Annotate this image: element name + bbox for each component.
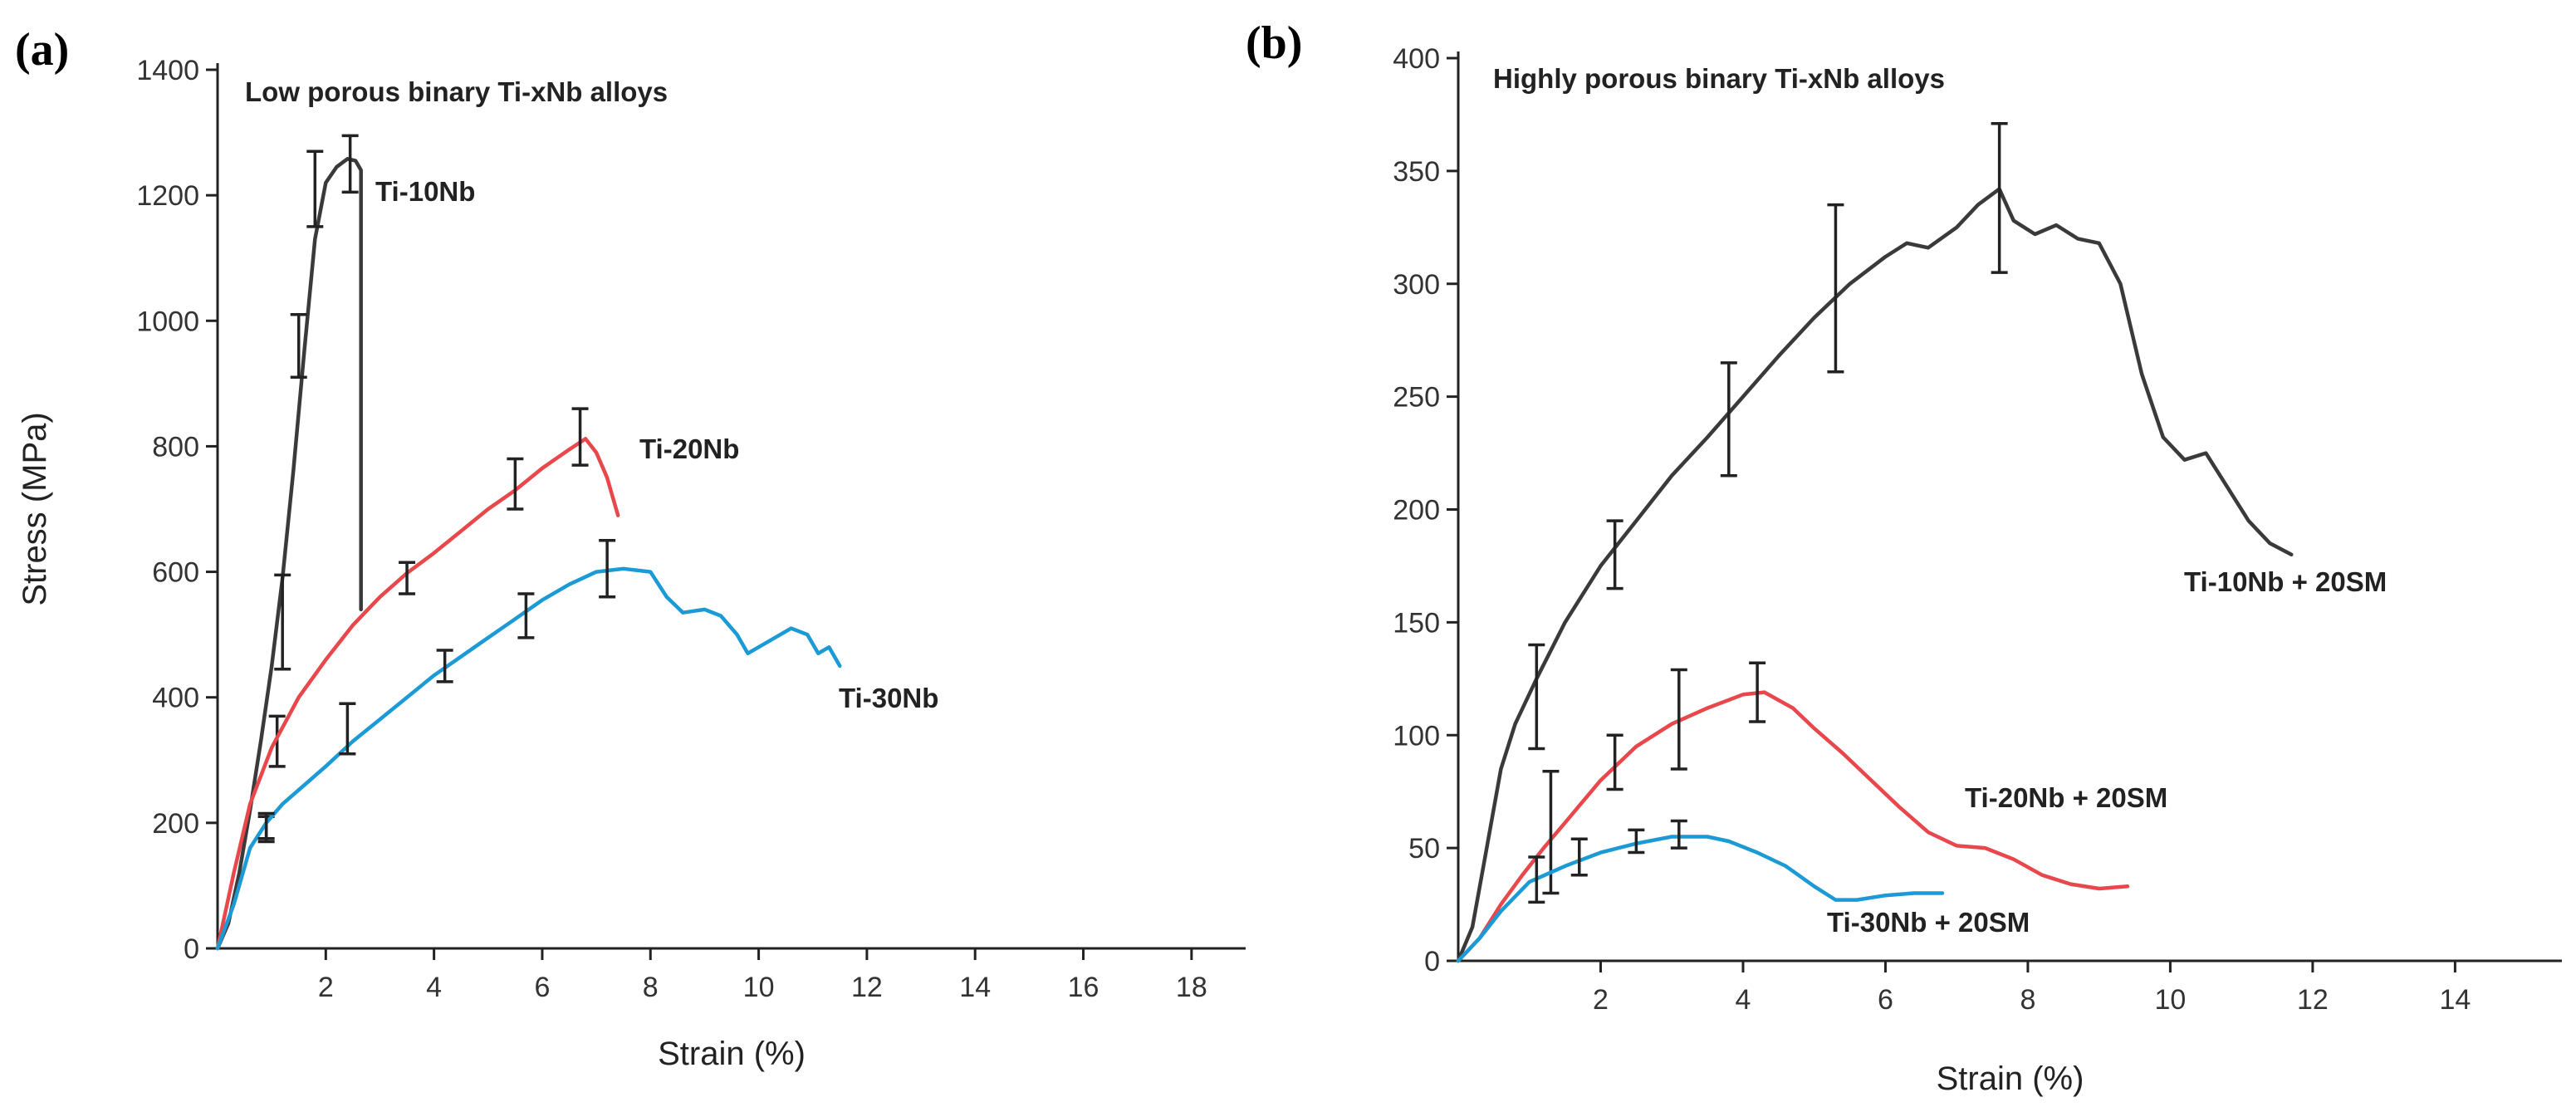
error-bar	[1670, 819, 1687, 850]
series-label-ti-10nb: Ti-10Nb	[375, 176, 475, 207]
error-bar	[507, 457, 524, 511]
x-tick-label: 8	[643, 972, 659, 1003]
y-tick-label: 0	[184, 933, 199, 965]
error-bar	[1670, 668, 1687, 771]
chart-title: Highly porous binary Ti-xNb alloys	[1493, 63, 1945, 94]
series-label-ti-30nb: Ti-30Nb	[839, 683, 938, 713]
y-tick-label: 800	[152, 431, 199, 463]
y-tick-label: 100	[1393, 720, 1440, 752]
y-tick-label: 150	[1393, 607, 1440, 639]
x-tick-label: 12	[851, 972, 883, 1003]
series-label-ti-20nb: Ti-20Nb	[639, 433, 739, 464]
y-tick-label: 50	[1408, 833, 1440, 865]
x-axis-title: Strain (%)	[1937, 1060, 2084, 1097]
panel-a: 0 200 400 600 800 1000 1200 1400 2 4 6 8 10 12 14 16 18 S…	[15, 24, 1246, 1072]
error-bar	[1991, 122, 2008, 274]
error-bar	[1720, 361, 1737, 478]
y-tick-label: 1000	[136, 306, 199, 337]
chart-title: Low porous binary Ti-xNb alloys	[245, 76, 668, 107]
error-bar	[517, 592, 535, 639]
error-bar	[1606, 733, 1623, 791]
x-tick-label: 2	[1593, 984, 1609, 1016]
y-tick-label: 1200	[136, 180, 199, 212]
x-tick-label: 18	[1176, 972, 1207, 1003]
y-tick-label: 350	[1393, 156, 1440, 188]
y-axis-title: Stress (MPa)	[17, 412, 53, 605]
x-tick-label: 10	[743, 972, 775, 1003]
x-tick-label: 4	[1736, 984, 1751, 1016]
error-bar	[1528, 643, 1545, 751]
x-tick-label: 8	[2020, 984, 2035, 1016]
x-tick-label: 16	[1068, 972, 1099, 1003]
error-bar	[290, 312, 307, 380]
y-tick-label: 200	[1393, 495, 1440, 527]
series-line-ti-30nb-20sm	[1456, 835, 1945, 963]
panel-b: 0 50 100 150 200 250 300 350 400 2 4 6 8 10 12 14 Strain…	[1246, 17, 2562, 1097]
panel-label: (a)	[15, 24, 69, 76]
series-line-ti-20nb	[215, 437, 620, 951]
x-tick-label: 4	[426, 972, 442, 1003]
error-bar	[306, 149, 324, 228]
error-bar	[1628, 828, 1645, 855]
x-tick-label: 2	[318, 972, 334, 1003]
y-tick-label: 200	[152, 808, 199, 840]
series-label-ti-10nb-20sm: Ti-10Nb + 20SM	[2184, 566, 2387, 597]
error-bar	[341, 134, 359, 194]
error-bar	[1749, 661, 1766, 723]
error-bar	[1570, 837, 1588, 877]
error-bar	[1528, 855, 1545, 904]
x-tick-label: 12	[2297, 984, 2329, 1016]
error-bar	[599, 539, 616, 599]
error-bar	[257, 811, 275, 840]
x-tick-label: 14	[959, 972, 991, 1003]
series-line-ti-10nb	[215, 157, 363, 951]
panel-label: (b)	[1246, 17, 1302, 69]
series-line-ti-10nb-20sm	[1456, 187, 2294, 963]
y-tick-label: 0	[1424, 946, 1440, 977]
x-tick-label: 14	[2439, 984, 2471, 1016]
x-axis-title: Strain (%)	[658, 1036, 806, 1072]
error-bar	[399, 561, 416, 595]
error-bar	[339, 702, 356, 756]
error-bar	[1827, 203, 1844, 374]
y-tick-label: 600	[152, 557, 199, 589]
x-tick-label: 10	[2155, 984, 2187, 1016]
x-tick-label: 6	[1878, 984, 1893, 1016]
series-label-ti-30nb-20sm: Ti-30Nb + 20SM	[1827, 907, 2030, 938]
y-tick-label: 250	[1393, 382, 1440, 414]
series-line-ti-20nb-20sm	[1456, 690, 2130, 963]
x-tick-label: 6	[534, 972, 550, 1003]
y-tick-label: 400	[152, 683, 199, 714]
error-bar	[571, 407, 589, 467]
error-bar	[1606, 519, 1623, 590]
series-line-ti-30nb	[215, 566, 842, 951]
y-tick-label: 400	[1393, 43, 1440, 75]
error-bar	[274, 573, 291, 671]
y-tick-label: 300	[1393, 269, 1440, 301]
error-bar	[436, 649, 453, 683]
series-label-ti-20nb-20sm: Ti-20Nb + 20SM	[1965, 782, 2167, 813]
y-tick-label: 1400	[136, 55, 199, 86]
